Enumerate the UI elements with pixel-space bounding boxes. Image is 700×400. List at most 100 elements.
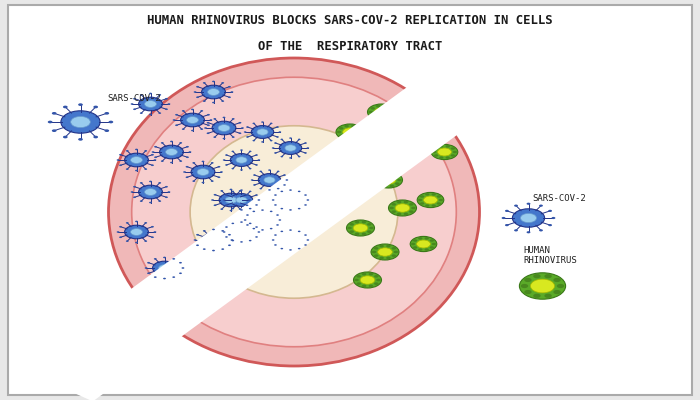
Circle shape xyxy=(337,131,342,133)
Circle shape xyxy=(179,262,182,264)
Circle shape xyxy=(236,229,247,235)
Circle shape xyxy=(351,137,356,139)
Circle shape xyxy=(212,250,215,251)
Circle shape xyxy=(135,221,138,222)
Circle shape xyxy=(131,191,134,193)
Circle shape xyxy=(383,185,387,187)
Circle shape xyxy=(218,176,220,178)
Circle shape xyxy=(410,100,437,116)
Circle shape xyxy=(389,147,394,149)
Circle shape xyxy=(165,186,168,188)
Circle shape xyxy=(240,241,243,243)
Circle shape xyxy=(272,147,274,149)
Circle shape xyxy=(505,210,509,212)
Ellipse shape xyxy=(108,58,480,366)
Circle shape xyxy=(202,161,204,162)
Circle shape xyxy=(274,234,277,236)
Circle shape xyxy=(232,168,235,169)
Circle shape xyxy=(257,129,268,135)
Circle shape xyxy=(154,276,157,278)
Circle shape xyxy=(289,229,292,231)
Circle shape xyxy=(377,182,382,185)
Circle shape xyxy=(172,276,175,278)
Circle shape xyxy=(165,196,168,198)
Circle shape xyxy=(223,138,225,139)
Circle shape xyxy=(298,208,300,209)
Circle shape xyxy=(246,126,248,128)
Circle shape xyxy=(211,199,214,201)
Circle shape xyxy=(434,154,438,157)
Circle shape xyxy=(151,164,154,166)
Circle shape xyxy=(256,164,258,166)
Circle shape xyxy=(211,180,214,182)
Circle shape xyxy=(253,123,256,124)
Circle shape xyxy=(203,248,206,250)
Circle shape xyxy=(214,204,216,206)
Circle shape xyxy=(397,141,401,143)
Circle shape xyxy=(375,179,380,181)
Circle shape xyxy=(151,236,154,238)
Circle shape xyxy=(240,149,243,151)
Circle shape xyxy=(276,136,279,138)
Circle shape xyxy=(425,204,429,207)
Circle shape xyxy=(135,242,138,243)
Circle shape xyxy=(117,231,120,233)
Circle shape xyxy=(246,194,248,196)
Circle shape xyxy=(212,102,215,103)
Circle shape xyxy=(196,234,199,236)
Circle shape xyxy=(362,221,366,223)
Circle shape xyxy=(416,104,430,112)
Circle shape xyxy=(131,228,143,235)
Circle shape xyxy=(395,144,409,152)
Circle shape xyxy=(246,136,248,138)
Circle shape xyxy=(246,204,248,206)
Circle shape xyxy=(270,211,272,212)
Circle shape xyxy=(260,188,262,189)
Circle shape xyxy=(78,138,83,141)
Circle shape xyxy=(253,174,256,176)
Circle shape xyxy=(356,282,361,285)
Circle shape xyxy=(256,154,258,156)
Text: HUMAN RHINOVIRUS BLOCKS SARS-COV-2 REPLICATION IN CELLS: HUMAN RHINOVIRUS BLOCKS SARS-COV-2 REPLI… xyxy=(147,14,553,27)
Circle shape xyxy=(289,249,292,251)
Circle shape xyxy=(253,184,256,186)
Circle shape xyxy=(279,194,302,206)
Circle shape xyxy=(552,217,555,219)
Circle shape xyxy=(196,86,199,88)
Circle shape xyxy=(502,217,505,219)
Circle shape xyxy=(524,290,531,294)
Circle shape xyxy=(383,173,387,175)
Circle shape xyxy=(140,94,143,96)
Circle shape xyxy=(446,156,450,159)
Circle shape xyxy=(304,142,307,144)
Circle shape xyxy=(220,171,223,173)
Circle shape xyxy=(221,100,224,102)
Circle shape xyxy=(285,197,296,203)
Circle shape xyxy=(153,231,156,233)
Circle shape xyxy=(425,248,429,251)
Circle shape xyxy=(236,157,247,163)
Circle shape xyxy=(125,153,148,167)
Circle shape xyxy=(207,124,210,126)
Circle shape xyxy=(197,169,209,176)
Polygon shape xyxy=(21,23,567,400)
Circle shape xyxy=(154,156,157,158)
Circle shape xyxy=(395,204,409,212)
Circle shape xyxy=(232,208,235,209)
Circle shape xyxy=(437,202,441,205)
Circle shape xyxy=(519,273,566,299)
Circle shape xyxy=(240,221,243,223)
Circle shape xyxy=(533,274,540,278)
Circle shape xyxy=(248,199,251,201)
Circle shape xyxy=(223,159,225,161)
Circle shape xyxy=(246,224,248,226)
Circle shape xyxy=(225,204,228,206)
Circle shape xyxy=(223,117,225,118)
Circle shape xyxy=(181,113,204,127)
Circle shape xyxy=(225,194,228,196)
Circle shape xyxy=(418,199,422,201)
Circle shape xyxy=(279,142,302,154)
Ellipse shape xyxy=(132,77,456,347)
Circle shape xyxy=(397,201,401,203)
Circle shape xyxy=(346,220,374,236)
